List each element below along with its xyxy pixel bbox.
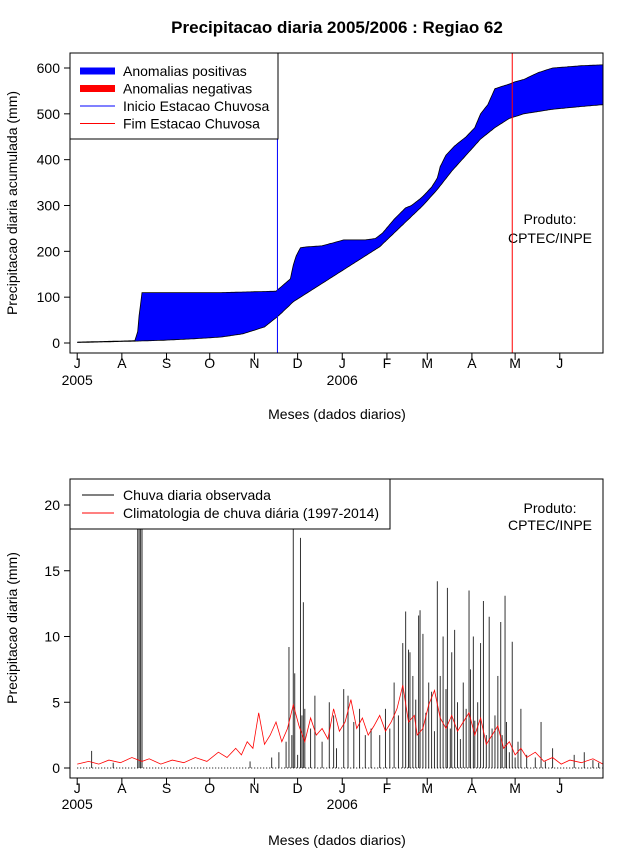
top-y-tick-label: 600 bbox=[37, 60, 61, 76]
top-legend-label: Inicio Estacao Chuvosa bbox=[123, 98, 270, 114]
bottom-x-tick-label: F bbox=[383, 780, 392, 796]
top-x-tick-label: J bbox=[74, 355, 81, 371]
climatology-daily-line bbox=[77, 685, 604, 765]
bottom-year-label: 2005 bbox=[62, 796, 93, 812]
top-x-tick-label: N bbox=[249, 355, 259, 371]
top-x-tick-label: O bbox=[204, 355, 215, 371]
bottom-product-source: CPTEC/INPE bbox=[508, 517, 592, 533]
top-product-source: CPTEC/INPE bbox=[508, 230, 592, 246]
bottom-y-axis-label: Precipitacao diaria (mm) bbox=[4, 552, 20, 704]
top-x-tick-label: J bbox=[339, 355, 346, 371]
climatology-accumulated-line bbox=[77, 104, 604, 343]
bottom-x-axis-label: Meses (dados diarios) bbox=[268, 832, 406, 848]
bottom-x-tick-label: M bbox=[509, 780, 521, 796]
top-product-label: Produto: bbox=[524, 211, 577, 227]
top-x-axis-label: Meses (dados diarios) bbox=[268, 406, 406, 422]
bottom-y-tick-label: 15 bbox=[44, 563, 60, 579]
top-legend-label: Anomalias positivas bbox=[123, 63, 247, 79]
top-legend-label: Fim Estacao Chuvosa bbox=[123, 116, 260, 132]
top-plot-frame bbox=[69, 52, 604, 354]
bottom-x-tick-label: A bbox=[467, 780, 477, 796]
bottom-y-tick-label: 0 bbox=[52, 760, 60, 776]
bottom-legend-label: Climatologia de chuva diária (1997-2014) bbox=[123, 505, 379, 521]
top-y-tick-label: 200 bbox=[37, 243, 61, 259]
top-x-tick-label: A bbox=[117, 355, 127, 371]
top-year-label: 2005 bbox=[62, 372, 93, 388]
top-y-tick-label: 0 bbox=[52, 335, 60, 351]
top-x-tick-label: F bbox=[383, 355, 392, 371]
observed-accumulated-line bbox=[77, 64, 604, 343]
bottom-y-tick-label: 20 bbox=[44, 497, 60, 513]
bottom-year-label: 2006 bbox=[327, 796, 358, 812]
top-x-tick-label: M bbox=[421, 355, 433, 371]
bottom-x-tick-label: M bbox=[421, 780, 433, 796]
top-x-tick-label: J bbox=[556, 355, 563, 371]
bottom-legend: Chuva diaria observada Climatologia de ch… bbox=[69, 478, 391, 530]
bottom-x-tick-label: J bbox=[339, 780, 346, 796]
top-x-tick-label: S bbox=[162, 355, 171, 371]
top-y-tick-label: 400 bbox=[37, 152, 61, 168]
top-y-tick-label: 100 bbox=[37, 289, 61, 305]
bottom-legend-box bbox=[69, 478, 391, 530]
bottom-x-tick-label: A bbox=[117, 780, 127, 796]
bottom-x-tick-label: S bbox=[162, 780, 171, 796]
bottom-x-tick-label: J bbox=[556, 780, 563, 796]
bottom-x-tick-label: D bbox=[293, 780, 303, 796]
top-y-tick-label: 500 bbox=[37, 106, 61, 122]
bottom-x-tick-label: N bbox=[249, 780, 259, 796]
top-legend-label: Anomalias negativas bbox=[123, 81, 252, 97]
bottom-product-label: Produto: bbox=[524, 500, 577, 516]
top-legend: Anomalias positivas Anomalias negativasIn… bbox=[69, 52, 279, 140]
positive-anomaly-area bbox=[77, 64, 603, 343]
top-x-tick-label: D bbox=[293, 355, 303, 371]
top-x-tick-label: M bbox=[509, 355, 521, 371]
top-y-axis-label: Precipitacao diaria acumulada (mm) bbox=[4, 91, 20, 315]
top-legend-box bbox=[69, 52, 279, 140]
top-year-label: 2006 bbox=[327, 372, 358, 388]
chart-title: Precipitacao diaria 2005/2006 : Regiao 6… bbox=[171, 18, 503, 37]
bottom-legend-label: Chuva diaria observada bbox=[123, 487, 271, 503]
top-y-tick-label: 300 bbox=[37, 198, 61, 214]
bottom-y-tick-label: 10 bbox=[44, 629, 60, 645]
bottom-x-tick-label: O bbox=[204, 780, 215, 796]
bottom-y-tick-label: 5 bbox=[52, 694, 60, 710]
bottom-x-tick-label: J bbox=[74, 780, 81, 796]
top-x-tick-label: A bbox=[467, 355, 477, 371]
observed-bars bbox=[91, 479, 600, 768]
